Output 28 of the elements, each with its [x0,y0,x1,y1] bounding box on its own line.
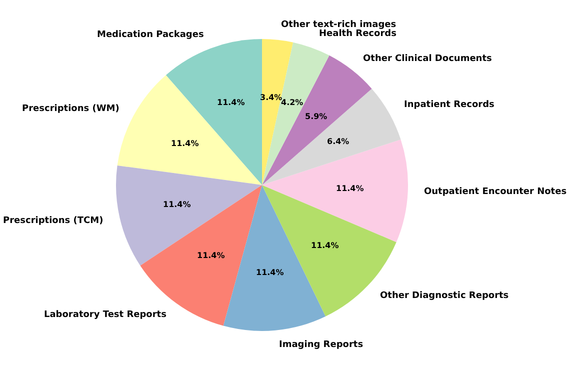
slice-label: Imaging Reports [279,340,364,350]
pie-slice [262,140,408,242]
pie-slice [117,75,262,185]
pie-slice [166,39,262,185]
pie-slice [262,42,330,185]
data-label: 11.4% [171,139,199,148]
data-label: 11.4% [256,268,284,277]
data-label: 11.4% [217,98,245,107]
slice-label: Health Records [319,29,396,39]
data-label: 11.4% [197,251,225,260]
slice-label: Other Clinical Documents [363,54,492,64]
slice-label: Other Diagnostic Reports [380,291,509,301]
data-label: 5.9% [305,112,328,121]
data-label: 11.4% [163,200,191,209]
data-label: 11.4% [311,241,339,250]
data-label: 6.4% [327,137,350,146]
slice-label: Prescriptions (WM) [22,104,120,114]
pie-slice [116,166,262,266]
slice-label: Medication Packages [97,30,204,40]
slice-label: Laboratory Test Reports [44,310,166,320]
slice-label: Prescriptions (TCM) [3,216,104,226]
slice-label: Other text-rich images [281,20,396,30]
slice-label: Outpatient Encounter Notes [424,187,567,197]
data-label: 4.2% [281,98,304,107]
data-label: 3.4% [260,93,282,102]
data-label: 11.4% [336,184,364,193]
pie-slice [262,88,401,185]
slice-label: Inpatient Records [404,100,494,110]
